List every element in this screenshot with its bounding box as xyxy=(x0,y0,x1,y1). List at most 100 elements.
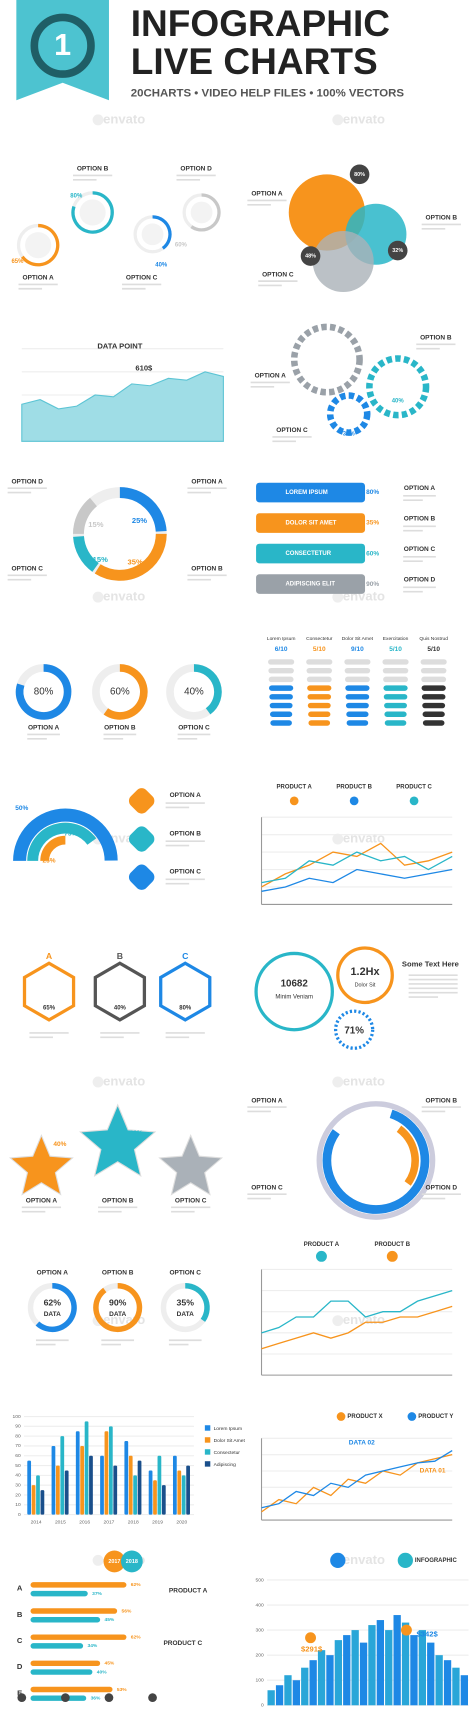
bar xyxy=(30,1608,118,1614)
label: 62% xyxy=(44,1298,62,1308)
watermark: envato xyxy=(103,1073,145,1088)
bar xyxy=(137,1460,142,1515)
bar xyxy=(376,1620,385,1706)
label: OPTION B xyxy=(104,725,136,732)
donut-arc xyxy=(193,664,222,715)
label: OPTION B xyxy=(426,1097,458,1104)
rating-pill xyxy=(268,676,294,683)
bar xyxy=(30,1634,127,1640)
donut-segment xyxy=(73,535,99,572)
label: 2017 xyxy=(108,1559,120,1565)
legend-swatch xyxy=(204,1437,211,1443)
label: 5/10 xyxy=(389,646,402,653)
bar xyxy=(31,1485,36,1515)
donut-arc xyxy=(103,664,148,720)
rating-pill xyxy=(307,685,332,691)
label: 62% xyxy=(131,1634,141,1640)
line xyxy=(261,851,453,884)
ring-arc xyxy=(27,822,97,862)
rating-pill xyxy=(270,711,293,717)
watermark: envato xyxy=(343,111,385,126)
bar xyxy=(64,1470,69,1515)
category-label: A xyxy=(17,1584,23,1593)
bar xyxy=(161,1485,166,1515)
label: PRODUCT Y xyxy=(418,1414,453,1420)
y-tick-label: 40 xyxy=(15,1473,21,1479)
star xyxy=(158,1133,224,1196)
label: 90% xyxy=(366,581,379,588)
rating-pill xyxy=(422,720,445,726)
label: 1.2Hx xyxy=(351,966,380,978)
banner xyxy=(256,574,366,594)
bar xyxy=(443,1660,452,1706)
option-icon xyxy=(128,826,155,852)
badge-number: 1 xyxy=(54,28,71,62)
label: 6/10 xyxy=(275,646,288,653)
label: 32% xyxy=(392,248,403,254)
bar xyxy=(148,1470,153,1515)
label: OPTION B xyxy=(102,1269,134,1276)
label: 48% xyxy=(305,254,316,260)
label: Quis Nostrud xyxy=(419,636,448,642)
watermark: envato xyxy=(343,1552,385,1567)
bar xyxy=(334,1640,343,1706)
watermark: envato xyxy=(343,830,385,845)
label: Some Text Here xyxy=(402,959,459,968)
label: DATA 01 xyxy=(420,1468,446,1475)
banner xyxy=(256,513,366,533)
rating-pill xyxy=(384,720,407,726)
category-label: E xyxy=(17,1688,22,1697)
label: OPTION A xyxy=(28,725,60,732)
bar xyxy=(177,1470,182,1515)
label: Dolor Sit Amet xyxy=(342,636,374,642)
label: 71% xyxy=(344,1025,364,1036)
bar xyxy=(368,1625,376,1706)
bar xyxy=(108,1426,113,1515)
line xyxy=(261,1289,453,1334)
legend-label: Dolor Sit Amet xyxy=(214,1438,246,1444)
bar xyxy=(309,1660,317,1706)
bar xyxy=(104,1431,109,1515)
label: OPTION A xyxy=(404,485,436,492)
x-tick-label: 2017 xyxy=(104,1520,115,1526)
rating-pill xyxy=(308,711,331,717)
label: 56% xyxy=(122,1608,132,1614)
label: Minim Veniam xyxy=(275,995,313,1001)
label: OPTION B xyxy=(77,166,109,173)
circle xyxy=(30,13,95,78)
y-tick-label: 400 xyxy=(256,1602,264,1608)
circle xyxy=(336,946,394,1005)
label: OPTION A xyxy=(23,275,55,282)
label: 35% xyxy=(177,1298,195,1308)
circle xyxy=(333,1009,375,1050)
circle xyxy=(300,246,321,266)
circle xyxy=(17,1693,27,1703)
rating-pill xyxy=(422,711,445,717)
circle xyxy=(326,392,371,436)
bar xyxy=(30,1617,101,1623)
legend-label: Adipiscing xyxy=(214,1462,237,1468)
rating-pill xyxy=(345,702,369,709)
donut-segment xyxy=(119,487,167,532)
x-tick-label: 2018 xyxy=(128,1520,139,1526)
bar xyxy=(36,1475,40,1515)
rating-pill xyxy=(306,667,333,674)
watermark: envato xyxy=(343,1312,385,1327)
label: ADIPISCING ELIT xyxy=(285,582,335,588)
rating-pill xyxy=(308,720,331,726)
watermark: envato xyxy=(343,1073,385,1088)
circle xyxy=(397,1552,413,1568)
circle xyxy=(409,796,419,806)
bar xyxy=(343,1635,351,1706)
label: OPTION D xyxy=(426,1184,458,1191)
circle xyxy=(386,1250,398,1262)
circle xyxy=(92,1554,104,1566)
rating-pill xyxy=(421,694,446,700)
donut-arc xyxy=(35,1283,77,1333)
label: OPTION B xyxy=(102,1197,134,1204)
label: OPTION B xyxy=(426,215,458,222)
rating-pill xyxy=(421,676,447,683)
label: OPTION A xyxy=(26,1197,58,1204)
label: OPTION D xyxy=(11,478,43,485)
